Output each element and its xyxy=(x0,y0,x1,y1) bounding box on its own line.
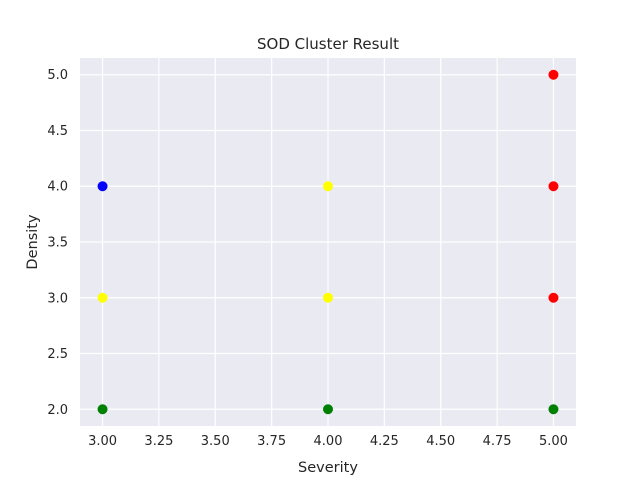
scatter-point xyxy=(548,292,559,303)
y-axis-ticks: 2.0 2.5 3.0 3.5 4.0 4.5 5.0 xyxy=(47,68,68,418)
x-tick-label: 3.00 xyxy=(88,434,117,449)
scatter-point xyxy=(548,69,559,80)
x-tick-label: 4.50 xyxy=(426,434,455,449)
y-tick-label: 4.5 xyxy=(47,124,68,139)
x-axis-label: Severity xyxy=(298,460,358,476)
x-tick-label: 4.25 xyxy=(370,434,399,449)
y-tick-label: 3.0 xyxy=(47,291,68,306)
y-tick-label: 5.0 xyxy=(47,68,68,83)
y-tick-label: 4.0 xyxy=(47,180,68,195)
x-axis-ticks: 3.00 3.25 3.50 3.75 4.00 4.25 4.50 4.75 5.00 xyxy=(88,434,568,449)
y-tick-label: 2.5 xyxy=(47,347,68,362)
y-tick-label: 2.0 xyxy=(47,403,68,418)
y-axis-label: Density xyxy=(25,214,41,270)
x-tick-label: 4.00 xyxy=(314,434,343,449)
scatter-point xyxy=(323,181,333,192)
scatter-point xyxy=(323,292,333,303)
scatter-point xyxy=(548,404,559,415)
scatter-point xyxy=(323,404,333,415)
chart-title: SOD Cluster Result xyxy=(257,35,399,53)
scatter-point xyxy=(548,181,559,192)
scatter-point xyxy=(97,292,108,303)
x-tick-label: 3.75 xyxy=(257,434,286,449)
data-points xyxy=(97,69,559,415)
x-tick-label: 5.00 xyxy=(539,434,568,449)
y-tick-label: 3.5 xyxy=(47,236,68,251)
x-tick-label: 3.50 xyxy=(201,434,230,449)
scatter-point xyxy=(97,404,108,415)
x-tick-label: 3.25 xyxy=(144,434,173,449)
x-tick-label: 4.75 xyxy=(483,434,512,449)
scatter-point xyxy=(97,181,108,192)
